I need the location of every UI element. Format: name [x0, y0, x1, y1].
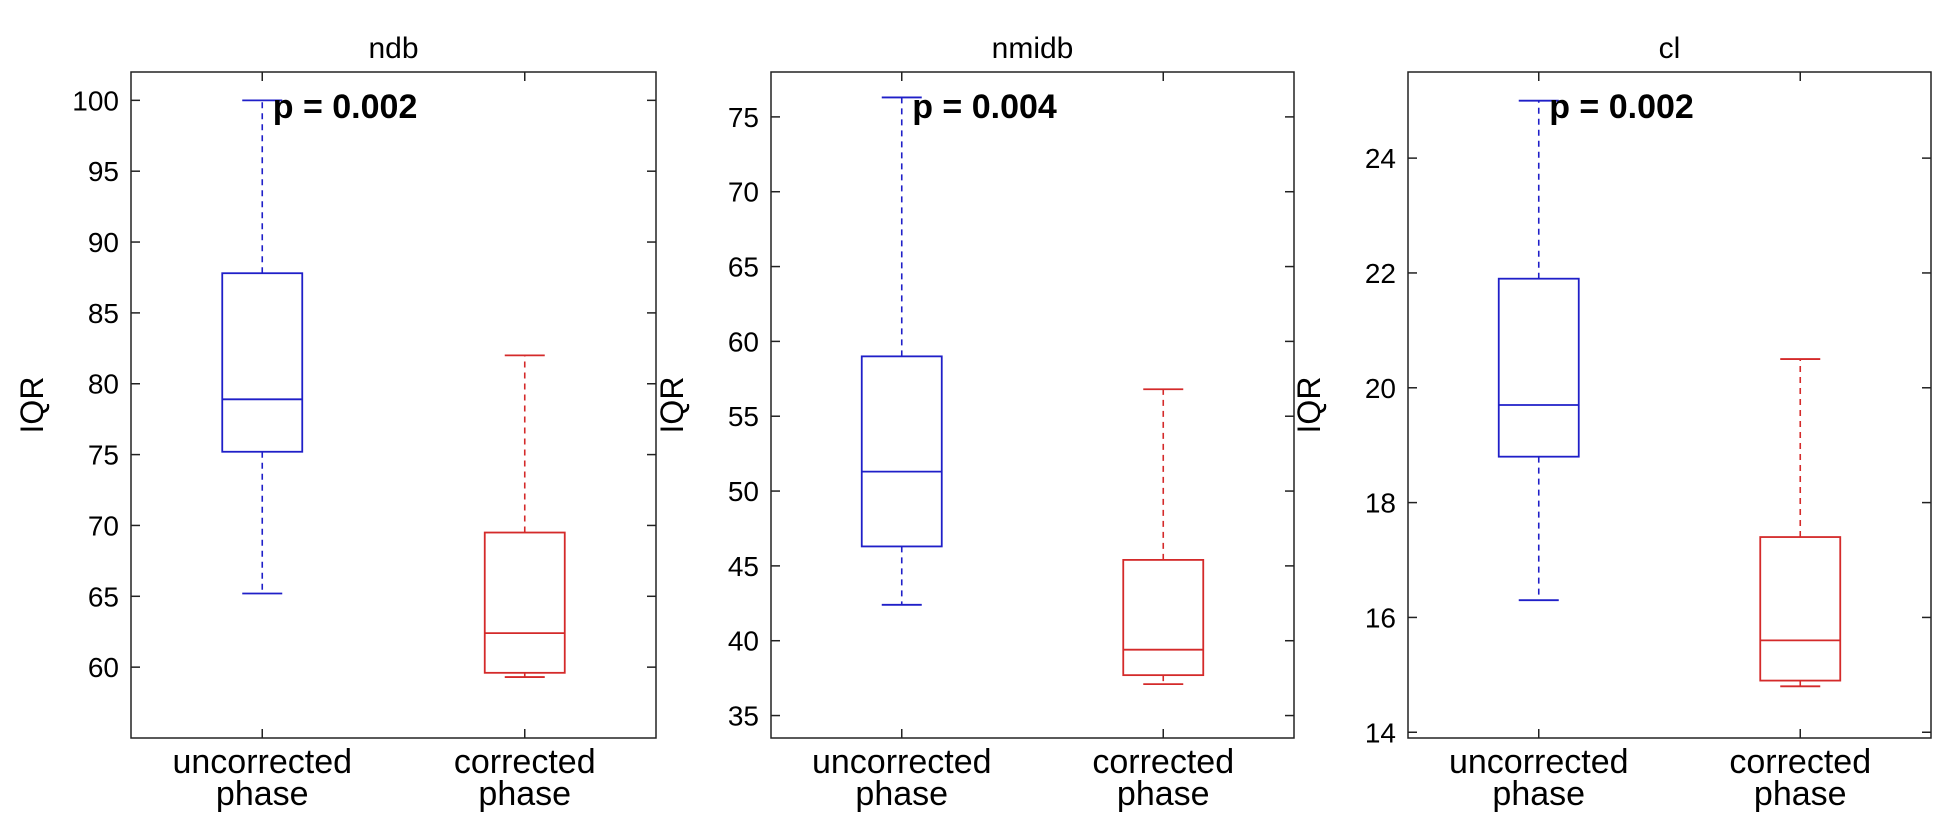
x-category-label: phase [1117, 775, 1210, 813]
axes-frame [770, 71, 1295, 739]
box-uncorrected [860, 96, 943, 606]
y-tick-label: 75 [728, 102, 759, 133]
y-tick-label: 60 [728, 326, 759, 357]
x-category-label: phase [216, 775, 309, 813]
x-category-label: phase [1492, 775, 1585, 813]
y-axis-label: IQR [1291, 377, 1327, 434]
y-tick-label: 65 [728, 252, 759, 283]
iqr-box [1759, 536, 1842, 682]
chart-title: ndb [368, 32, 418, 65]
p-value-annotation: p = 0.004 [912, 88, 1057, 126]
y-tick-label: 75 [88, 440, 119, 471]
y-tick-label: 40 [728, 626, 759, 657]
iqr-box [483, 531, 566, 674]
y-tick-label: 55 [728, 401, 759, 432]
x-category-label: phase [478, 775, 571, 813]
chart-panel-ndb: ndb6065707580859095100IQRuncorrectedphas… [14, 32, 657, 813]
iqr-box [860, 355, 943, 548]
chart-title: cl [1659, 32, 1681, 65]
y-tick-label: 85 [88, 298, 119, 329]
y-tick-label: 22 [1365, 258, 1396, 289]
axes-frame [1407, 71, 1932, 739]
y-tick-label: 70 [728, 177, 759, 208]
x-category-label: corrected [1092, 743, 1234, 781]
y-tick-label: 14 [1365, 717, 1396, 748]
y-tick-label: 65 [88, 581, 119, 612]
y-axis-label: IQR [654, 377, 690, 434]
box-corrected [483, 354, 566, 678]
y-tick-label: 60 [88, 652, 119, 683]
y-tick-label: 50 [728, 476, 759, 507]
y-tick-label: 35 [728, 701, 759, 732]
y-tick-label: 100 [72, 85, 119, 116]
y-tick-label: 18 [1365, 488, 1396, 519]
y-tick-label: 20 [1365, 373, 1396, 404]
iqr-box [221, 272, 304, 453]
x-category-label: phase [855, 775, 948, 813]
chart-title: nmidb [992, 32, 1074, 65]
p-value-annotation: p = 0.002 [1549, 88, 1694, 126]
iqr-box [1497, 277, 1580, 458]
y-tick-label: 24 [1365, 143, 1396, 174]
y-tick-label: 80 [88, 369, 119, 400]
x-category-label: uncorrected [172, 743, 352, 781]
box-uncorrected [1497, 99, 1580, 602]
box-corrected [1122, 388, 1205, 686]
box-uncorrected [221, 99, 304, 595]
y-tick-label: 16 [1365, 602, 1396, 633]
chart-panel-nmidb: nmidb354045505560657075IQRuncorrectedpha… [654, 32, 1295, 813]
y-axis-label: IQR [14, 377, 50, 434]
x-category-label: uncorrected [1449, 743, 1629, 781]
y-tick-label: 95 [88, 156, 119, 187]
axes-frame [130, 71, 657, 739]
y-tick-label: 45 [728, 551, 759, 582]
x-category-label: corrected [1729, 743, 1871, 781]
chart-panel-cl: cl141618202224IQRuncorrectedphasecorrect… [1291, 32, 1932, 813]
iqr-box [1122, 559, 1205, 677]
x-category-label: corrected [454, 743, 596, 781]
x-category-label: uncorrected [812, 743, 992, 781]
box-corrected [1759, 358, 1842, 688]
y-tick-label: 70 [88, 510, 119, 541]
x-category-label: phase [1754, 775, 1847, 813]
y-tick-label: 90 [88, 227, 119, 258]
p-value-annotation: p = 0.002 [273, 88, 418, 126]
